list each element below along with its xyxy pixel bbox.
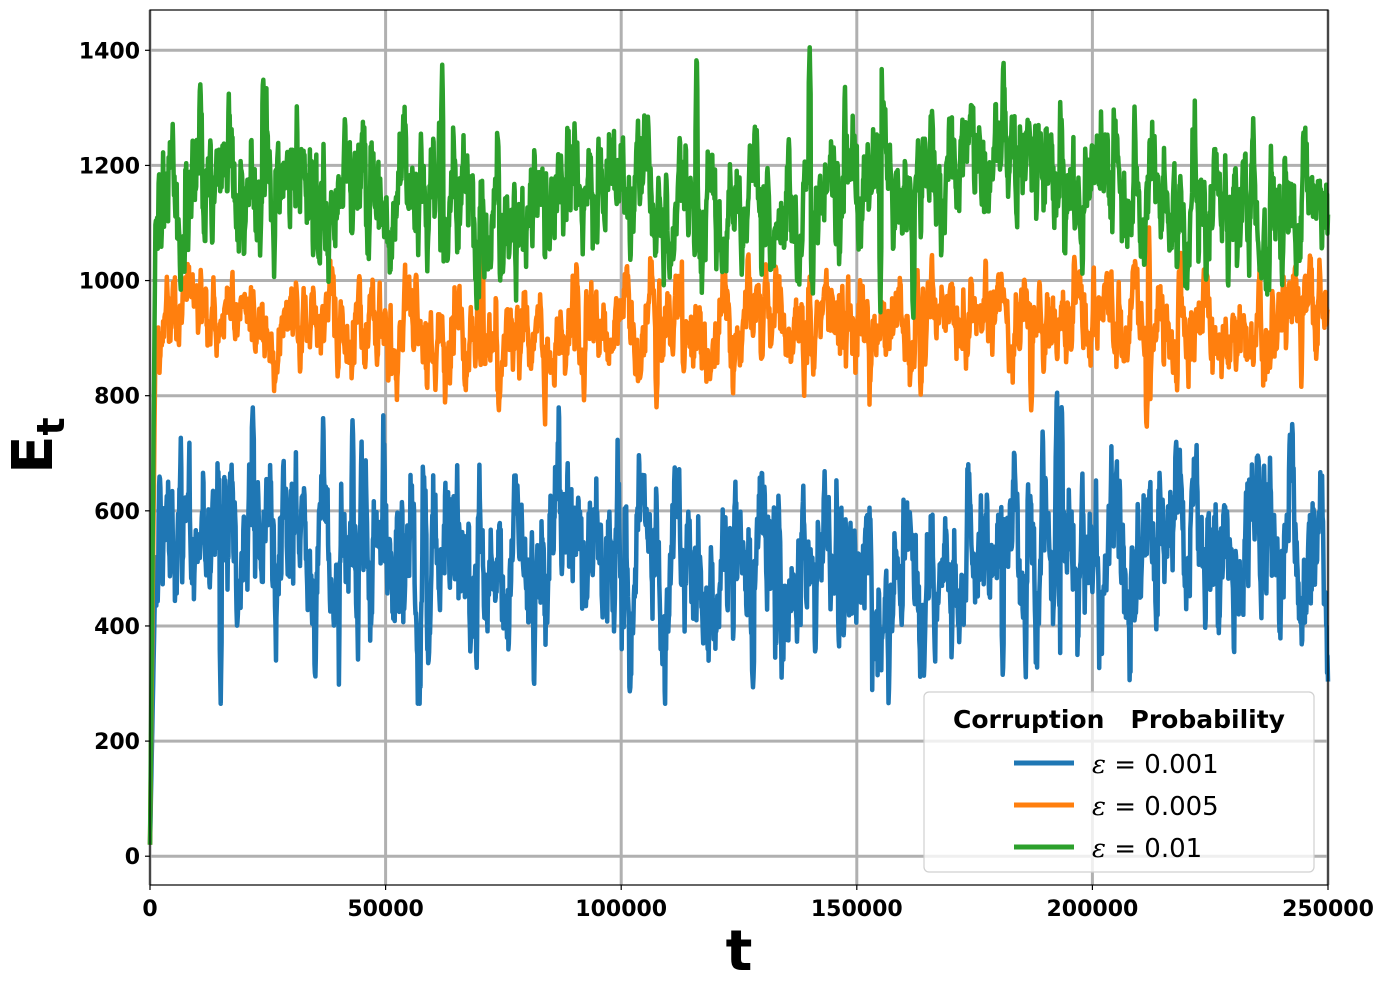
axis-ticks: 0 50000 100000 150000 200000 250000 0 200 400 600… (79, 39, 1374, 922)
legend-equals: = (1106, 834, 1144, 864)
legend-epsilon-symbol: ε (1092, 792, 1106, 822)
legend-label-3: ε = 0.01 (1092, 834, 1202, 864)
series-line-2 (147, 225, 1330, 845)
y-tick-label: 0 (125, 845, 140, 870)
legend-title: Corruption Probability (953, 705, 1285, 734)
x-tick-label: 50000 (347, 897, 424, 922)
legend-equals: = (1106, 750, 1144, 780)
legend-label-1: ε = 0.001 (1092, 750, 1219, 780)
legend-box (923, 691, 1315, 873)
svg-text:Et: Et (1, 417, 73, 473)
x-tick-label: 250000 (1282, 897, 1374, 922)
y-tick-label: 600 (94, 500, 140, 525)
series-line-1 (147, 390, 1331, 845)
legend-label-2: ε = 0.005 (1092, 792, 1219, 822)
y-axis-label-main: E (1, 435, 66, 473)
y-tick-label: 200 (94, 730, 140, 755)
legend-value: 0.005 (1144, 792, 1218, 822)
y-tick-label: 800 (94, 385, 140, 410)
series-lines (147, 45, 1331, 845)
legend-equals: = (1106, 792, 1144, 822)
plot-area-frame (149, 9, 1329, 886)
legend-epsilon-symbol: ε (1092, 750, 1106, 780)
x-tick-label: 100000 (575, 897, 667, 922)
x-axis-label: t (726, 919, 753, 984)
legend-value: 0.01 (1144, 834, 1202, 864)
y-tick-label: 1200 (79, 154, 140, 179)
y-axis-label-subscript: t (29, 417, 73, 435)
x-tick-label: 0 (142, 897, 157, 922)
x-tick-label: 150000 (811, 897, 903, 922)
series-line-3 (147, 45, 1331, 845)
legend-epsilon-symbol: ε (1092, 834, 1106, 864)
y-axis-label: Et (1, 417, 73, 473)
y-tick-label: 1000 (79, 270, 140, 295)
x-tick-label: 200000 (1046, 897, 1138, 922)
y-tick-label: 1400 (79, 39, 140, 64)
legend-value: 0.001 (1144, 750, 1218, 780)
y-tick-label: 400 (94, 615, 140, 640)
